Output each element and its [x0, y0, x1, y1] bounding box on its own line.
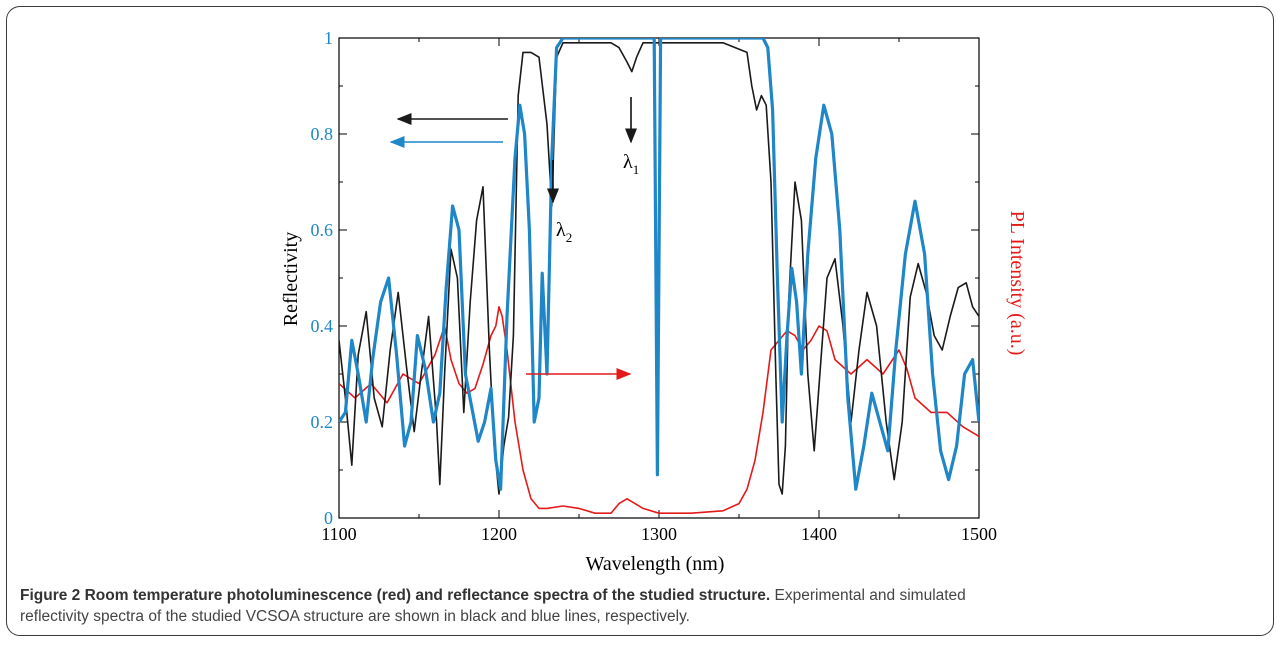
- y-tick-label: 0.6: [311, 220, 334, 240]
- y-tick-label: 0.8: [311, 124, 334, 144]
- y-tick-label: 0.2: [311, 412, 334, 432]
- y-axis-label-right: PL Intensity (a.u.): [1006, 211, 1028, 356]
- x-tick-label: 1200: [481, 524, 517, 544]
- y-tick-label: 0.4: [311, 316, 334, 336]
- experimental-reflectivity-line: [339, 42, 979, 495]
- lambda-subscript: 1: [633, 162, 640, 177]
- lambda-symbol: λ: [556, 219, 566, 241]
- lambda-subscript: 2: [566, 230, 573, 245]
- caption-line2: reflectivity spectra of the studied VCSO…: [20, 608, 690, 625]
- figure-frame: [6, 6, 1274, 636]
- caption-title: Room temperature photoluminescence (red)…: [84, 587, 771, 604]
- x-axis-label: Wavelength (nm): [586, 553, 725, 575]
- lambda1-label: λ1: [623, 151, 639, 177]
- simulated-reflectivity-line: [339, 38, 979, 491]
- lambda2-label: λ2: [556, 219, 572, 245]
- x-tick-label: 1100: [321, 524, 356, 544]
- figure-caption: Figure 2 Room temperature photoluminesce…: [20, 585, 1260, 627]
- x-tick-label: 1300: [641, 524, 677, 544]
- y-axis-label-left: Reflectivity: [280, 232, 302, 326]
- y-tick-label: 0: [324, 508, 333, 528]
- x-tick-label: 1400: [801, 524, 837, 544]
- caption-figure-label: Figure 2: [20, 587, 81, 604]
- lambda-symbol: λ: [623, 151, 633, 173]
- caption-line1: Experimental and simulated: [774, 587, 966, 604]
- x-tick-label: 1500: [961, 524, 997, 544]
- y-tick-label: 1: [324, 28, 333, 48]
